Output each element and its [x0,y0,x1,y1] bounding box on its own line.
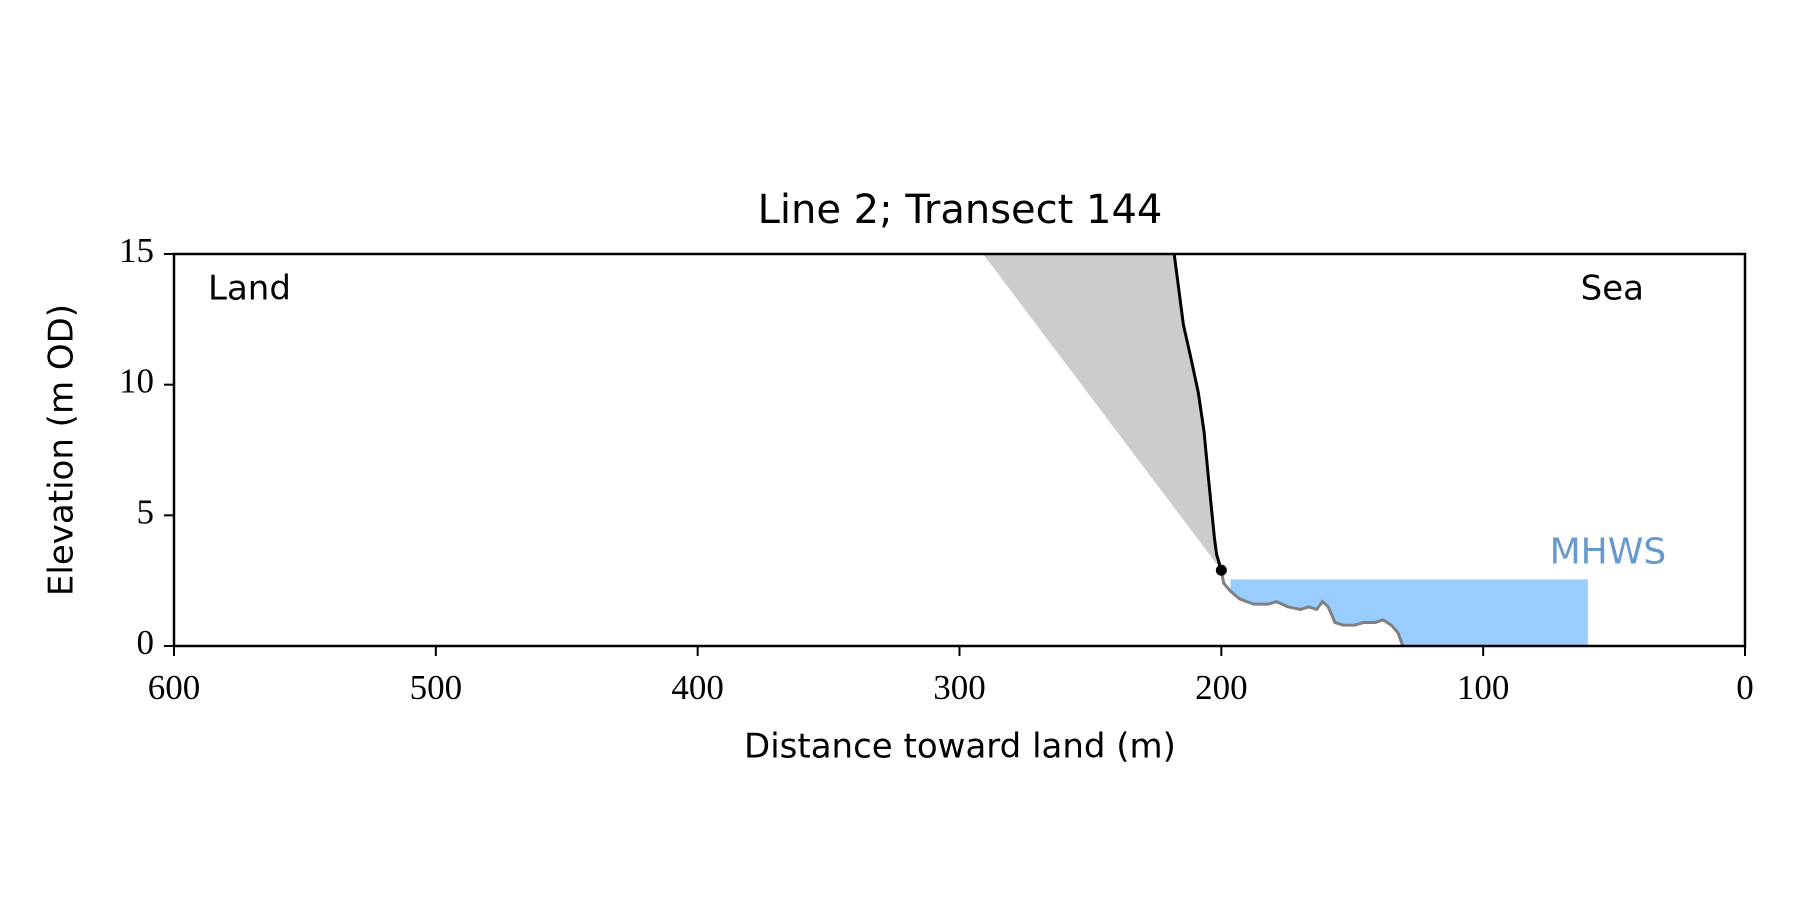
annotation: Sea [1581,269,1644,309]
mhws-area [1230,579,1588,646]
x-tick-label: 200 [1195,668,1248,707]
chart-title: Line 2; Transect 144 [758,187,1163,233]
y-tick-label: 0 [137,623,155,662]
cliff-toe-marker [1215,564,1227,576]
x-tick-label: 100 [1457,668,1510,707]
profile-line [1172,253,1223,571]
x-axis-label: Distance toward land (m) [744,727,1176,767]
y-tick-label: 10 [119,362,154,401]
y-axis-label: Elevation (m OD) [42,304,82,596]
y-tick-label: 5 [137,492,155,531]
y-tick-label: 15 [119,231,154,270]
mhws-label: MHWS [1550,531,1667,572]
x-tick-label: 600 [148,668,201,707]
x-tick-label: 400 [671,668,724,707]
cliff-shade [983,254,1222,571]
x-tick-label: 500 [410,668,463,707]
x-tick-label: 300 [933,668,986,707]
profile-line [1219,569,1405,647]
x-tick-label: 0 [1736,668,1754,707]
annotation: Land [208,269,291,309]
